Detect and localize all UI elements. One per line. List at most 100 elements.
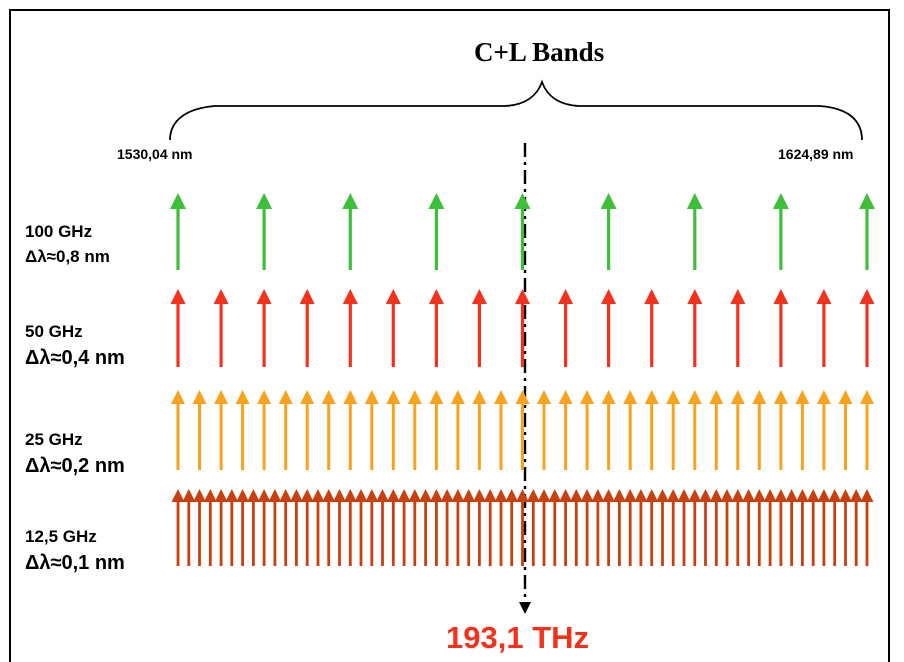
channel-arrow-12-5ghz xyxy=(537,489,551,566)
channel-arrow-12-5ghz xyxy=(365,489,379,566)
channel-arrow-12-5ghz xyxy=(333,489,346,566)
channel-arrow-12-5ghz xyxy=(828,489,842,566)
channel-arrow-12-5ghz xyxy=(709,489,723,566)
channel-arrow-25ghz xyxy=(623,390,638,470)
row-50-spacing: 50 GHz xyxy=(25,322,83,341)
channel-arrow-25ghz xyxy=(407,390,422,470)
channel-arrow-12-5ghz xyxy=(634,489,648,566)
channel-arrow-50ghz xyxy=(428,289,444,367)
row-100-delta: Δλ≈0,8 nm xyxy=(25,247,110,266)
channel-arrow-100ghz xyxy=(170,193,186,270)
channel-arrow-25ghz xyxy=(601,390,616,470)
channel-arrow-12-5ghz xyxy=(785,489,799,566)
channel-arrow-12-5ghz xyxy=(526,489,540,566)
channel-arrow-100ghz xyxy=(859,193,875,270)
row-12-5-delta: Δλ≈0,1 nm xyxy=(25,552,125,574)
channel-arrow-12-5ghz xyxy=(182,489,196,566)
channel-arrow-100ghz xyxy=(342,193,359,270)
channel-arrow-12-5ghz xyxy=(666,489,680,566)
channel-arrow-12-5ghz xyxy=(289,489,303,566)
channel-arrow-12-5ghz xyxy=(795,489,809,566)
channel-arrow-12-5ghz xyxy=(505,489,519,566)
channel-arrow-12-5ghz xyxy=(408,489,422,566)
channel-arrow-12-5ghz xyxy=(559,489,573,566)
channel-arrow-12-5ghz xyxy=(257,489,271,566)
channel-arrow-12-5ghz xyxy=(516,489,529,566)
channel-arrow-12-5ghz xyxy=(419,489,433,566)
channel-arrow-12-5ghz xyxy=(440,489,454,566)
channel-arrow-25ghz xyxy=(644,390,659,470)
channel-arrow-25ghz xyxy=(364,390,379,470)
channel-arrow-12-5ghz xyxy=(806,489,820,566)
channel-arrow-25ghz xyxy=(278,390,293,470)
band-end-wavelength: 1624,89 nm xyxy=(778,146,854,162)
channel-arrow-25ghz xyxy=(257,390,272,470)
channel-arrow-12-5ghz xyxy=(203,489,217,566)
channel-arrow-50ghz xyxy=(256,289,272,367)
channel-arrow-12-5ghz xyxy=(602,489,616,566)
channel-arrow-50ghz xyxy=(687,289,703,367)
channel-arrow-25ghz xyxy=(515,390,530,470)
channel-arrow-50ghz xyxy=(558,289,574,367)
center-arrowhead xyxy=(519,602,531,614)
channel-arrow-12-5ghz xyxy=(483,489,497,566)
channel-arrow-12-5ghz xyxy=(494,489,508,566)
band-brace xyxy=(169,79,863,141)
channel-arrow-25ghz xyxy=(730,390,745,470)
channel-arrow-100ghz xyxy=(514,193,531,270)
channel-arrow-12-5ghz xyxy=(171,489,185,566)
channel-arrow-12-5ghz xyxy=(731,489,745,566)
channel-arrow-25ghz xyxy=(709,390,724,470)
channel-arrow-25ghz xyxy=(860,390,874,470)
channel-arrow-12-5ghz xyxy=(591,489,605,566)
channel-arrow-12-5ghz xyxy=(246,489,260,566)
channel-arrow-50ghz xyxy=(601,289,617,367)
row-25-spacing: 25 GHz xyxy=(25,430,83,449)
channel-arrow-25ghz xyxy=(450,390,465,470)
channel-arrow-12-5ghz xyxy=(849,489,863,566)
channel-arrow-25ghz xyxy=(752,390,767,470)
center-frequency-label: 193,1 THz xyxy=(446,620,590,655)
channel-arrow-12-5ghz xyxy=(193,489,206,566)
channel-arrow-12-5ghz xyxy=(763,489,777,566)
channel-arrow-50ghz xyxy=(170,289,186,367)
channel-arrow-12-5ghz xyxy=(645,489,659,566)
channel-arrow-25ghz xyxy=(429,390,444,470)
channel-arrow-12-5ghz xyxy=(774,489,788,566)
channel-arrow-50ghz xyxy=(859,289,875,367)
channel-arrow-100ghz xyxy=(686,193,703,270)
channel-arrow-50ghz xyxy=(773,289,789,367)
channel-arrow-25ghz xyxy=(235,390,250,470)
channel-arrow-25ghz xyxy=(494,390,508,470)
diagram-frame xyxy=(9,9,890,662)
channel-arrow-25ghz xyxy=(300,390,315,470)
channel-arrow-25ghz xyxy=(192,390,207,470)
channel-arrow-12-5ghz xyxy=(720,489,734,566)
channel-arrow-12-5ghz xyxy=(322,489,336,566)
channel-arrow-25ghz xyxy=(537,390,551,470)
row-25-delta: Δλ≈0,2 nm xyxy=(25,455,125,477)
channel-arrow-25ghz xyxy=(472,390,487,470)
channel-arrow-25ghz xyxy=(343,390,358,470)
channel-arrow-50ghz xyxy=(342,289,358,367)
channel-arrow-12-5ghz xyxy=(386,489,400,566)
channel-arrow-100ghz xyxy=(428,193,445,270)
row-100-spacing: 100 GHz xyxy=(25,222,93,241)
channel-arrow-100ghz xyxy=(256,193,273,270)
row-12-5-spacing: 12,5 GHz xyxy=(25,527,97,546)
channel-arrow-25ghz xyxy=(580,390,595,470)
channel-arrow-12-5ghz xyxy=(397,489,411,566)
channel-arrow-25ghz xyxy=(795,390,810,470)
channel-arrow-12-5ghz xyxy=(429,489,443,566)
channel-arrow-12-5ghz xyxy=(279,489,293,566)
channel-arrow-12-5ghz xyxy=(300,489,314,566)
channel-arrow-25ghz xyxy=(838,390,853,470)
channel-arrow-12-5ghz xyxy=(656,489,669,566)
channel-arrow-12-5ghz xyxy=(214,489,228,566)
channel-arrows-group xyxy=(170,193,875,566)
channel-arrow-12-5ghz xyxy=(376,489,389,566)
channel-arrow-25ghz xyxy=(816,390,831,470)
channel-arrow-50ghz xyxy=(213,289,229,367)
